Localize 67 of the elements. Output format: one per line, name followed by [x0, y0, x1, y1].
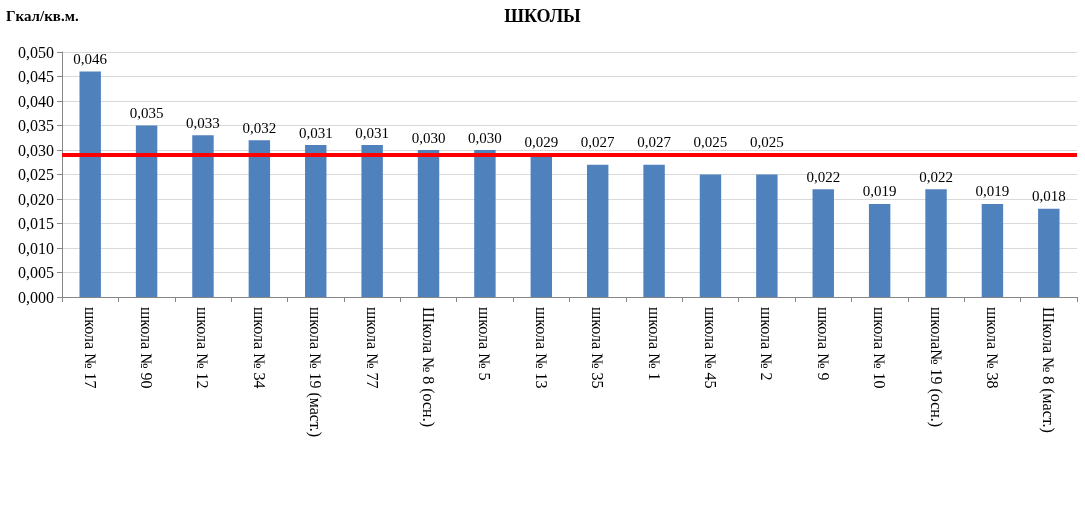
x-tick-label: школа № 5 [476, 307, 494, 381]
x-tick-label: школа № 45 [701, 307, 719, 389]
bar [981, 203, 1004, 297]
x-tick-label: школа № 19 (маст.) [306, 307, 325, 438]
data-label: 0,025 [749, 134, 784, 151]
x-tick-label: школа № 17 [81, 307, 99, 389]
data-label: 0,032 [242, 119, 277, 136]
y-tick-label: 0,040 [18, 92, 54, 110]
bar [79, 71, 101, 297]
bar [756, 174, 778, 297]
bar [361, 145, 383, 297]
bar [925, 189, 947, 297]
bar [417, 150, 440, 297]
x-tick-label: школа № 10 [871, 307, 889, 389]
data-label: 0,027 [580, 134, 616, 151]
x-tick-label: школа № 1 [645, 307, 663, 381]
bar [699, 174, 722, 297]
bar [530, 154, 553, 297]
data-label: 0,031 [355, 124, 390, 141]
x-tick-label: школа № 12 [194, 307, 212, 389]
data-label: 0,030 [468, 129, 502, 146]
bar [586, 164, 609, 297]
data-label: 0,046 [73, 51, 108, 68]
y-tick-label: 0,000 [18, 288, 54, 306]
data-label: 0,031 [298, 124, 333, 141]
data-label: 0,022 [806, 168, 841, 185]
x-tick-label: Школа № 8 (осн.) [419, 307, 438, 427]
data-label: 0,029 [524, 134, 559, 151]
data-label: 0,019 [862, 183, 897, 200]
data-label: 0,030 [411, 129, 446, 146]
x-tick-label: школа № 13 [532, 307, 550, 389]
y-tick-label: 0,005 [18, 264, 54, 281]
y-tick-label: 0,050 [18, 43, 54, 61]
bar [868, 203, 891, 297]
x-tick-label: Школа № 8 (маст.) [1039, 307, 1058, 433]
y-tick-label: 0,015 [18, 215, 54, 232]
y-tick-label: 0,035 [18, 117, 54, 134]
y-tick-label: 0,025 [18, 166, 54, 183]
bar [305, 145, 327, 297]
y-tick-label: 0,045 [18, 68, 54, 85]
x-tick-label: школа № 90 [138, 307, 156, 389]
x-tick-label: школа № 38 [983, 307, 1001, 389]
bar [135, 125, 158, 297]
y-tick-label: 0,030 [18, 141, 54, 159]
data-label: 0,018 [1031, 188, 1066, 205]
x-tick-label: школа № 9 [814, 307, 832, 381]
data-label: 0,022 [919, 168, 953, 185]
data-label: 0,033 [186, 114, 220, 131]
bar [192, 135, 214, 297]
bar [812, 189, 834, 297]
data-label: 0,027 [637, 134, 672, 151]
bar [643, 164, 665, 297]
x-tick-label: школа № 2 [758, 307, 776, 381]
y-tick-label: 0,020 [18, 190, 54, 208]
bar [248, 140, 271, 297]
bar [474, 150, 496, 297]
x-tick-label: школа № 34 [250, 307, 268, 389]
y-tick-label: 0,010 [18, 239, 54, 257]
bar [1038, 208, 1060, 297]
x-tick-label: школа № 35 [589, 307, 607, 389]
y-axis-title: Гкал/кв.м. [6, 7, 79, 24]
x-tick-label: школа№ 19 (осн.) [926, 307, 945, 428]
data-label: 0,025 [693, 134, 728, 151]
x-tick-label: школа № 77 [363, 307, 381, 389]
chart-title: ШКОЛЫ [504, 6, 582, 26]
data-label: 0,035 [129, 105, 164, 121]
data-label: 0,019 [975, 183, 1010, 200]
